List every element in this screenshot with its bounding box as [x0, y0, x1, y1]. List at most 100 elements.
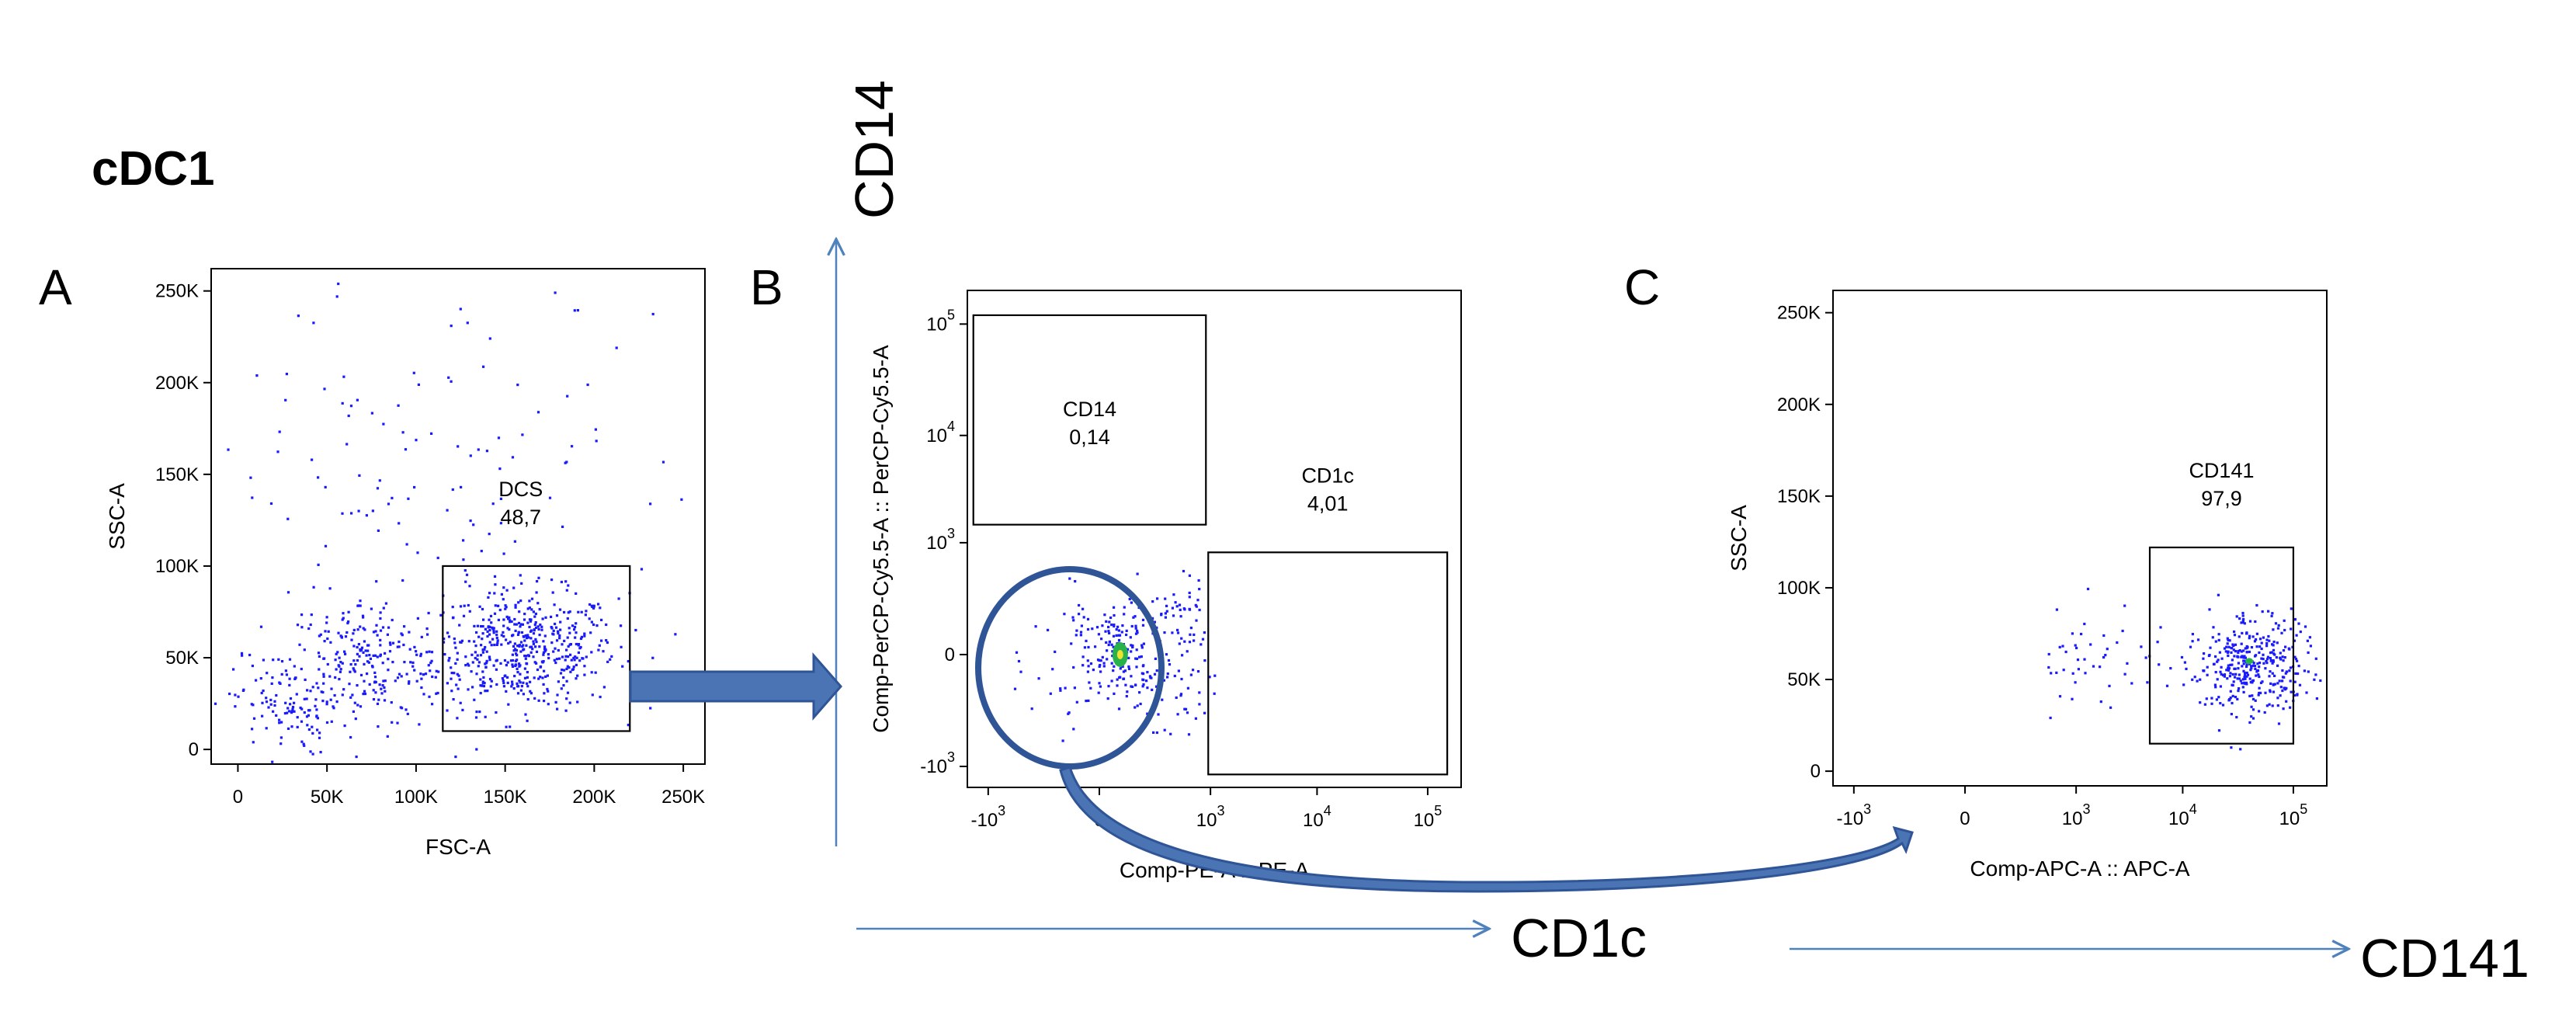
event-dot: [2250, 665, 2253, 668]
event-dot: [2240, 621, 2243, 624]
event-dot: [382, 422, 385, 426]
event-dot: [2256, 669, 2260, 672]
event-dot: [559, 620, 562, 624]
event-dot: [1015, 651, 1019, 654]
event-dot: [427, 611, 430, 615]
event-dot: [2229, 697, 2232, 700]
event-dot: [339, 668, 342, 671]
event-dot: [480, 644, 483, 647]
event-dot: [357, 509, 360, 513]
event-dot: [2260, 657, 2263, 660]
event-dot: [285, 673, 288, 676]
event-dot: [2242, 656, 2245, 659]
event-dot: [2313, 678, 2316, 681]
event-dot: [592, 606, 595, 610]
event-dot: [2258, 686, 2261, 690]
event-dot: [249, 476, 252, 479]
event-dot: [1087, 665, 1090, 668]
event-dot: [354, 718, 357, 721]
event-dot: [2144, 656, 2147, 659]
event-dot: [1156, 597, 1159, 600]
event-dot: [2278, 679, 2281, 683]
event-dot: [454, 756, 457, 759]
event-dot: [344, 652, 347, 655]
event-dot: [490, 679, 493, 683]
event-dot: [2233, 630, 2236, 634]
event-dot: [1130, 675, 1133, 678]
event-dot: [509, 619, 512, 622]
x-tick-label: 103: [1196, 803, 1225, 831]
event-dot: [1083, 646, 1086, 649]
event-dot: [649, 502, 652, 506]
event-dot: [2269, 682, 2272, 685]
y-tick-label: 103: [926, 526, 955, 554]
event-dot: [2108, 684, 2111, 687]
event-dot: [2283, 656, 2286, 659]
event-dot: [457, 445, 460, 448]
event-dot: [2225, 645, 2228, 648]
event-dot: [415, 679, 418, 683]
y-axis-label: SSC-A: [1727, 505, 1751, 572]
event-dot: [294, 676, 297, 679]
event-dot: [340, 635, 343, 638]
event-dot: [2225, 669, 2228, 672]
event-dot: [1019, 670, 1022, 673]
event-dot: [323, 640, 326, 643]
event-dot: [1195, 619, 1198, 622]
event-dot: [519, 650, 522, 653]
event-dot: [519, 574, 522, 577]
event-dot: [2255, 603, 2258, 607]
event-dot: [2242, 669, 2245, 672]
event-dot: [318, 668, 321, 671]
event-dot: [554, 700, 557, 704]
event-dot: [2254, 699, 2257, 702]
event-dot: [295, 693, 298, 696]
event-dot: [376, 655, 379, 658]
event-dot: [2242, 659, 2245, 662]
event-dot: [286, 711, 289, 714]
event-dot: [558, 608, 562, 611]
event-dot: [2227, 650, 2230, 653]
event-dot: [2243, 681, 2246, 684]
event-dot: [468, 585, 471, 588]
event-dot: [473, 640, 476, 643]
event-dot: [341, 512, 344, 515]
y-tick-label: 0: [945, 645, 955, 665]
event-dot: [2234, 650, 2238, 653]
y-tick-label: 250K: [1777, 303, 1821, 324]
event-dot: [516, 692, 520, 695]
event-dot: [379, 629, 383, 632]
event-dot: [470, 670, 473, 673]
event-dot: [2223, 673, 2227, 676]
event-dot: [543, 700, 546, 703]
event-dot: [291, 705, 295, 709]
event-dot: [2241, 678, 2244, 681]
event-dot: [1059, 687, 1062, 690]
event-dot: [2216, 678, 2219, 681]
event-dot: [495, 668, 498, 671]
event-dot: [315, 708, 318, 711]
event-dot: [366, 660, 370, 663]
event-dot: [543, 645, 547, 648]
event-dot: [391, 641, 395, 645]
event-dot: [2271, 662, 2274, 665]
event-dot: [1213, 674, 1217, 677]
event-dot: [1203, 659, 1206, 662]
event-dot: [2251, 697, 2255, 700]
event-dot: [495, 633, 498, 637]
event-dot: [2265, 638, 2269, 641]
event-dot: [1073, 686, 1076, 690]
event-dot: [458, 678, 461, 681]
event-dot: [2279, 656, 2282, 659]
event-dot: [515, 649, 518, 652]
event-dot: [521, 433, 524, 436]
event-dot: [1101, 655, 1104, 658]
event-dot: [542, 683, 545, 686]
event-dot: [2224, 650, 2227, 653]
event-dot: [2245, 651, 2248, 654]
event-dot: [1140, 646, 1144, 649]
event-dot: [575, 656, 578, 659]
event-dot: [1197, 579, 1200, 582]
event-dot: [513, 675, 516, 678]
event-dot: [2234, 676, 2237, 679]
